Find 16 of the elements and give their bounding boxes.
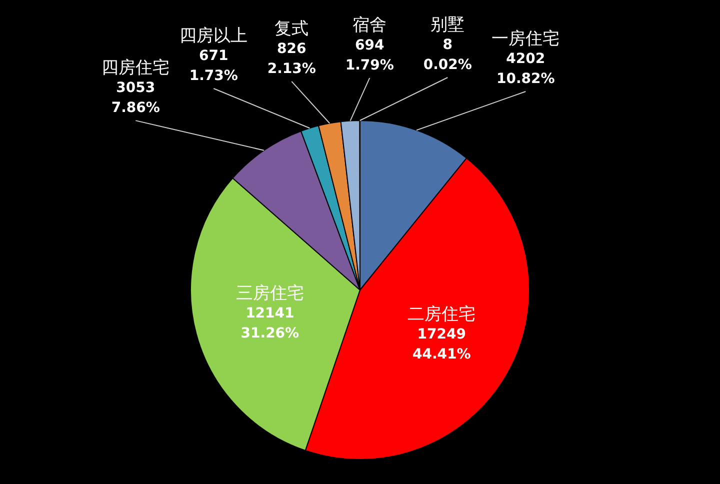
- data-label: 4202 10.82%: [496, 51, 555, 88]
- slice-label: 四房以上: [180, 26, 248, 46]
- data-label: 17249 44.41%: [412, 326, 471, 363]
- slice-label: 四房住宅: [102, 58, 170, 78]
- data-label: 12141 31.26%: [240, 306, 300, 342]
- data-label: 8 0.02%: [423, 37, 472, 74]
- data-label: 671 1.73%: [189, 48, 238, 84]
- slice-label: 一房住宅: [492, 28, 560, 49]
- slice-label: 别墅: [430, 14, 465, 35]
- data-label: 694 1.79%: [345, 38, 394, 74]
- slice-label: 复式: [274, 18, 309, 39]
- slice-label: 三房住宅: [236, 283, 304, 304]
- data-label: 826 2.13%: [267, 41, 316, 78]
- slice-label: 二房住宅: [408, 304, 476, 324]
- slice-label: 宿舍: [352, 15, 387, 36]
- data-label: 3053 7.86%: [111, 80, 160, 116]
